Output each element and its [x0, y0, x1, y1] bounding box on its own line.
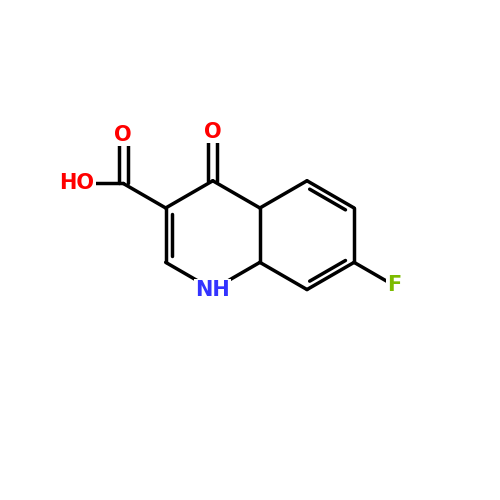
Text: HO: HO — [60, 174, 94, 194]
Text: NH: NH — [196, 280, 230, 299]
Text: O: O — [204, 122, 222, 142]
Text: O: O — [114, 124, 132, 144]
Text: F: F — [387, 276, 402, 295]
